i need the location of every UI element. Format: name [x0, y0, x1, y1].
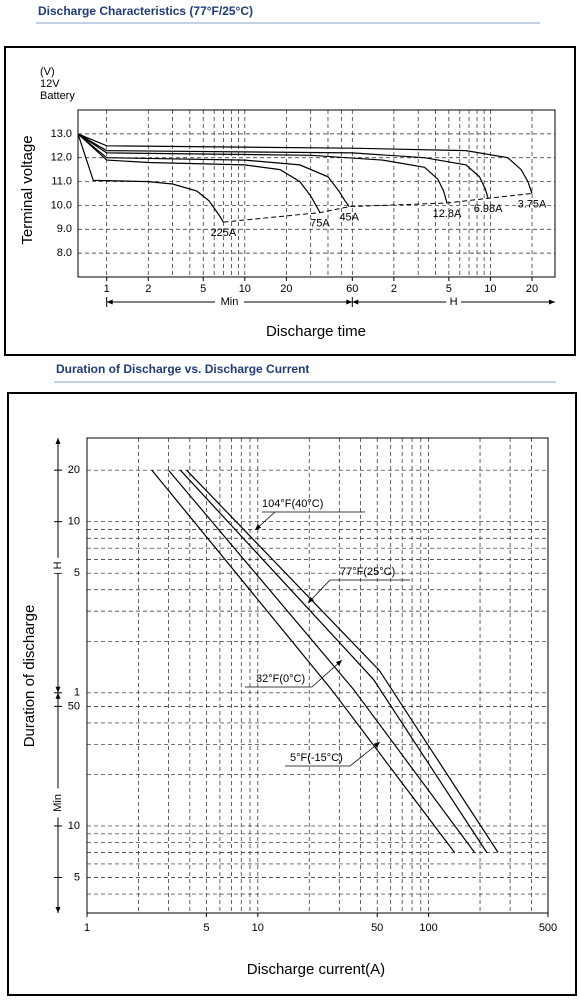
unit-label-bg	[51, 788, 65, 818]
series-label: 12.8A	[433, 208, 462, 220]
series-label: 225A	[211, 227, 237, 239]
series-label: 3.75A	[518, 198, 547, 210]
y-tick-label: 1	[74, 687, 80, 699]
series-label: 104°F(40°C)	[262, 498, 323, 510]
x-tick-label: 10	[484, 283, 496, 295]
series-label: 6.98A	[474, 203, 503, 215]
unit-label: Min	[221, 296, 239, 308]
series-line	[77, 133, 489, 199]
y-unit-note: 12V	[40, 78, 60, 90]
label-leader	[311, 659, 343, 688]
series-line	[77, 133, 350, 207]
series-line	[77, 133, 533, 194]
chart-frame	[4, 46, 576, 356]
y-tick-label: 50	[68, 700, 80, 712]
label-arrow	[373, 742, 380, 748]
series-label: 5°F(-15°C)	[290, 752, 343, 764]
x-tick-label: 1	[104, 283, 110, 295]
y-tick-label: 5	[74, 871, 80, 883]
series-line	[151, 469, 456, 853]
x-tick-label: 5	[200, 283, 206, 295]
x-tick-label: 500	[539, 922, 557, 934]
series-line	[77, 133, 448, 204]
label-arrow	[255, 524, 262, 530]
unit-label-bg	[446, 295, 462, 309]
y-axis-label: Duration of discharge	[21, 605, 38, 748]
y-tick-label: 12.0	[51, 152, 72, 164]
x-tick-label: 5	[446, 283, 452, 295]
series-line	[77, 133, 224, 223]
chart-title: Discharge Characteristics (77°F/25°C)	[38, 4, 253, 18]
y-unit-note: Battery	[40, 90, 75, 102]
y-tick-label: 13.0	[51, 128, 72, 140]
y-tick-label: 11.0	[51, 175, 72, 187]
y-tick-label: 9.0	[57, 223, 72, 235]
series-label: 75A	[310, 217, 330, 229]
label-leader	[349, 741, 381, 767]
series-line	[179, 469, 488, 853]
series-label: 32°F(0°C)	[256, 673, 305, 685]
y-tick-label: 10	[68, 820, 80, 832]
x-tick-label: 60	[346, 283, 358, 295]
chart-frame	[7, 392, 577, 996]
cutoff-line	[223, 193, 533, 223]
x-axis-label: Discharge current(A)	[247, 961, 385, 978]
x-axis-label: Discharge time	[266, 323, 366, 340]
y-tick-label: 10	[68, 516, 80, 528]
series-line	[186, 469, 499, 853]
unit-arrow	[55, 438, 61, 444]
series-line	[77, 133, 321, 213]
unit-arrow	[352, 299, 359, 305]
unit-label-bg	[51, 557, 65, 573]
x-tick-label: 20	[526, 283, 538, 295]
y-tick-label: 20	[68, 464, 80, 476]
y-tick-label: 8.0	[57, 247, 72, 259]
x-tick-label: 5	[203, 922, 209, 934]
label-arrow	[335, 660, 342, 666]
x-tick-label: 100	[419, 922, 437, 934]
unit-arrow	[55, 692, 61, 699]
unit-arrow	[106, 299, 113, 305]
y-tick-label: 5	[74, 567, 80, 579]
unit-label: Min	[52, 794, 64, 812]
x-tick-label: 2	[145, 283, 151, 295]
plot-frame	[77, 109, 556, 278]
unit-arrow	[346, 299, 353, 305]
x-tick-label: 10	[239, 283, 251, 295]
unit-label: H	[52, 561, 64, 569]
series-label: 77°F(25°C)	[340, 566, 395, 578]
x-tick-label: 10	[252, 922, 264, 934]
y-axis-label: Terminal voltage	[19, 135, 36, 244]
x-tick-label: 1	[84, 922, 90, 934]
unit-arrow	[55, 907, 61, 913]
x-tick-label: 50	[371, 922, 383, 934]
y-unit-note: (V)	[40, 66, 55, 78]
x-tick-label: 20	[280, 283, 292, 295]
unit-arrow	[549, 299, 555, 305]
plot-frame	[86, 437, 549, 914]
unit-label: H	[450, 296, 458, 308]
unit-arrow	[55, 686, 61, 693]
x-tick-label: 2	[391, 283, 397, 295]
chart-title: Duration of Discharge vs. Discharge Curr…	[56, 362, 309, 376]
series-label: 45A	[339, 212, 359, 224]
series-line	[168, 469, 476, 853]
y-tick-label: 10.0	[51, 199, 72, 211]
unit-label-bg	[214, 295, 244, 309]
